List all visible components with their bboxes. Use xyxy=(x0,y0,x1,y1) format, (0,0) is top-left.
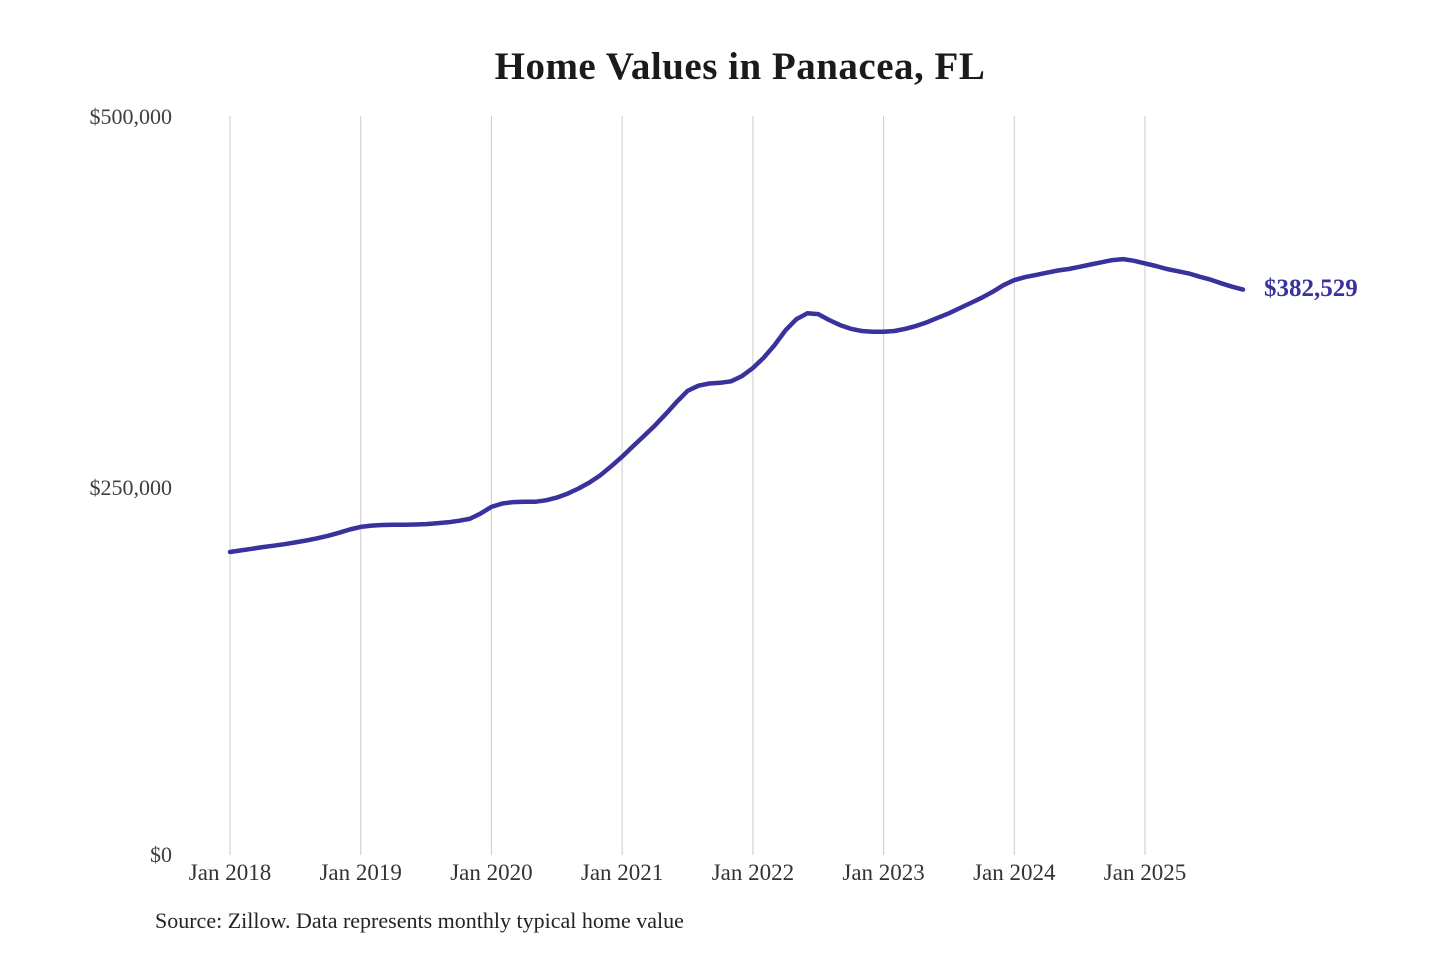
chart-title: Home Values in Panacea, FL xyxy=(494,45,986,88)
x-tick-label-jan-2025: Jan 2025 xyxy=(1104,860,1186,885)
y-tick-label-0: $0 xyxy=(150,842,172,867)
y-tick-label-500000: $500,000 xyxy=(90,104,173,129)
x-tick-label-jan-2019: Jan 2019 xyxy=(319,860,401,885)
y-axis-labels: $500,000 $250,000 $0 xyxy=(90,104,173,867)
x-tick-label-jan-2023: Jan 2023 xyxy=(842,860,924,885)
x-axis-labels: Jan 2018 Jan 2019 Jan 2020 Jan 2021 Jan … xyxy=(189,860,1186,885)
x-tick-label-jan-2021: Jan 2021 xyxy=(581,860,663,885)
home-value-line-series xyxy=(227,256,1246,555)
year-gridlines xyxy=(229,116,1146,855)
x-tick-label-jan-2018: Jan 2018 xyxy=(189,860,271,885)
x-tick-label-jan-2020: Jan 2020 xyxy=(450,860,532,885)
y-tick-label-250000: $250,000 xyxy=(90,475,173,500)
source-note: Source: Zillow. Data represents monthly … xyxy=(155,908,684,933)
x-tick-label-jan-2022: Jan 2022 xyxy=(712,860,794,885)
x-tick-label-jan-2024: Jan 2024 xyxy=(973,860,1056,885)
latest-value-label: $382,529 xyxy=(1264,275,1358,302)
